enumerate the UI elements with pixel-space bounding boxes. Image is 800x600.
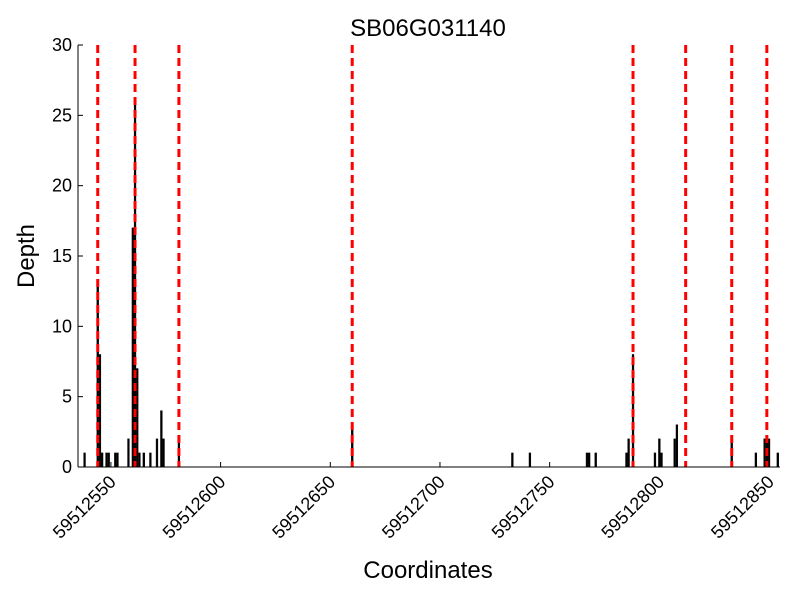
y-tick-label: 25 — [52, 105, 72, 125]
y-ticks: 0 5 10 15 20 25 30 — [52, 35, 83, 477]
depth-bar — [763, 438, 766, 468]
depth-bar — [625, 452, 628, 468]
chart-title: SB06G031140 — [350, 15, 506, 42]
x-tick-label: 59512650 — [268, 472, 339, 543]
depth-bar — [673, 438, 676, 468]
y-tick-label: 15 — [52, 246, 72, 266]
x-tick-label: 59512800 — [597, 472, 668, 543]
depth-bar — [136, 368, 139, 468]
depth-bar — [127, 438, 130, 468]
depth-bar — [754, 452, 757, 468]
axes — [77, 45, 780, 468]
depth-bar — [105, 452, 108, 468]
depth-bar — [528, 452, 532, 468]
depth-bar — [588, 452, 591, 468]
depth-bar — [160, 410, 163, 468]
depth-bar — [131, 227, 134, 468]
depth-bar — [107, 452, 110, 468]
depth-bar — [101, 452, 104, 468]
marker-lines — [96, 45, 769, 467]
depth-bar — [142, 452, 145, 468]
y-tick-label: 10 — [52, 316, 72, 336]
depth-bar — [627, 438, 630, 468]
depth-bar — [594, 452, 597, 468]
depth-bar — [83, 452, 86, 468]
x-tick-label: 59512850 — [707, 472, 778, 543]
bar-series — [83, 101, 779, 468]
x-tick-label: 59512600 — [159, 472, 230, 543]
depth-bar — [149, 452, 152, 468]
depth-bar — [162, 438, 165, 468]
y-tick-label: 30 — [52, 35, 72, 55]
x-ticks: 59512550 59512600 59512650 59512700 59512750… — [49, 462, 778, 542]
x-axis-label: Coordinates — [363, 557, 492, 584]
y-tick-label: 20 — [52, 176, 72, 196]
depth-bar — [116, 452, 119, 468]
depth-bar — [660, 452, 663, 468]
depth-bar — [114, 452, 117, 468]
depth-bar — [585, 452, 589, 468]
depth-bar — [675, 424, 679, 468]
x-tick-label: 59512750 — [488, 472, 559, 543]
depth-bar — [155, 438, 159, 468]
x-tick-label: 59512700 — [378, 472, 449, 543]
depth-bar — [138, 452, 141, 468]
x-tick-label: 59512550 — [49, 472, 120, 543]
y-axis-label: Depth — [13, 224, 40, 288]
depth-bar — [351, 424, 354, 468]
depth-bar — [776, 452, 779, 468]
depth-bar — [511, 452, 514, 468]
y-tick-label: 5 — [62, 387, 72, 407]
y-tick-label: 0 — [62, 457, 72, 477]
depth-bar — [98, 354, 102, 468]
depth-bar — [653, 452, 657, 468]
